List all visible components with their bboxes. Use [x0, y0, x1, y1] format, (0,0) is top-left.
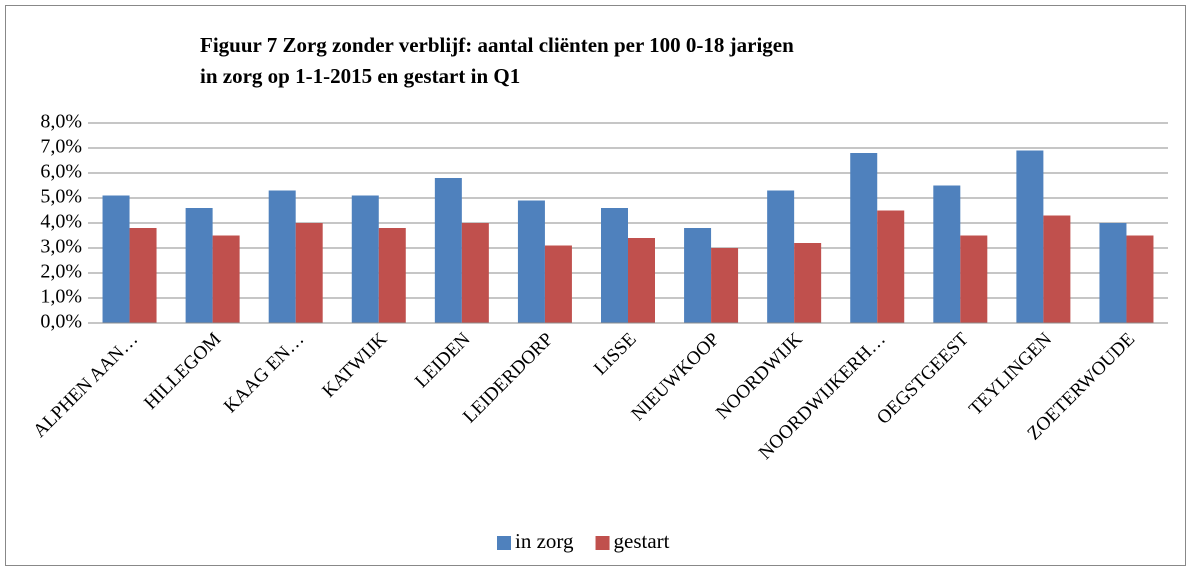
bar [1126, 235, 1154, 323]
bar [1099, 223, 1127, 323]
bar [295, 223, 323, 323]
y-tick-label: 7,0% [40, 136, 82, 158]
bar [378, 228, 406, 323]
y-tick-label: 8,0% [40, 111, 82, 133]
legend-label: in zorg [515, 529, 574, 553]
y-tick-label: 1,0% [40, 286, 82, 308]
bar [544, 245, 572, 323]
chart-title: in zorg op 1-1-2015 en gestart in Q1 [200, 64, 520, 88]
bar [461, 223, 489, 323]
bar [1043, 215, 1071, 323]
bar [185, 208, 213, 323]
legend-swatch [497, 536, 511, 550]
bar [601, 208, 628, 323]
bar [850, 153, 878, 323]
bar [434, 178, 462, 323]
bar [102, 195, 130, 323]
chart-title: Figuur 7 Zorg zonder verblijf: aantal cl… [200, 33, 794, 57]
bar [933, 185, 961, 323]
bar [794, 243, 822, 323]
chart-border [5, 5, 1186, 566]
bar [960, 235, 988, 323]
bar [129, 228, 157, 323]
bar [1016, 150, 1044, 323]
bar [517, 200, 545, 323]
y-tick-label: 3,0% [40, 236, 82, 258]
bar [684, 228, 712, 323]
y-tick-label: 2,0% [40, 261, 82, 283]
legend-label: gestart [614, 529, 670, 553]
legend-swatch [595, 536, 610, 550]
bar [268, 190, 296, 323]
y-tick-label: 0,0% [40, 311, 82, 333]
bar [767, 190, 795, 323]
bar [877, 210, 905, 323]
bar [628, 238, 655, 323]
y-tick-label: 5,0% [40, 186, 82, 208]
bar [212, 235, 240, 323]
bar [351, 195, 379, 323]
bar [711, 248, 739, 323]
y-tick-label: 6,0% [40, 161, 82, 183]
y-tick-label: 4,0% [40, 211, 82, 233]
